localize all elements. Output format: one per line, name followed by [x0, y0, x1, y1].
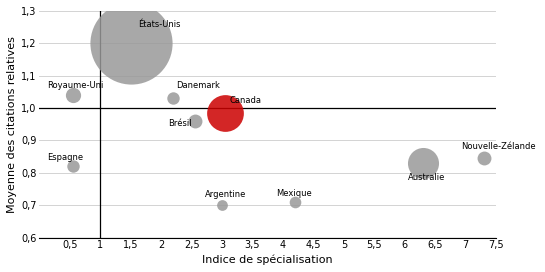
- Text: Royaume-Uni: Royaume-Uni: [47, 81, 104, 90]
- Point: [69, 93, 77, 97]
- Text: Canada: Canada: [229, 96, 262, 105]
- Text: Mexique: Mexique: [276, 189, 311, 198]
- Point: [190, 119, 199, 123]
- Point: [480, 156, 488, 160]
- Text: Argentine: Argentine: [205, 190, 246, 199]
- Point: [217, 203, 226, 208]
- Point: [419, 161, 427, 165]
- Text: Nouvelle-Zélande: Nouvelle-Zélande: [461, 142, 535, 151]
- Point: [126, 41, 135, 45]
- Y-axis label: Moyenne des citations relatives: Moyenne des citations relatives: [7, 36, 17, 213]
- Text: Brésil: Brésil: [168, 119, 192, 128]
- Text: Espagne: Espagne: [47, 153, 83, 162]
- Point: [69, 164, 77, 169]
- Point: [291, 200, 300, 204]
- Point: [221, 111, 229, 115]
- X-axis label: Indice de spécialisation: Indice de spécialisation: [202, 255, 333, 265]
- Text: Australie: Australie: [408, 173, 445, 182]
- Text: États-Unis: États-Unis: [138, 20, 180, 29]
- Point: [169, 96, 178, 101]
- Text: Danemark: Danemark: [177, 81, 220, 90]
